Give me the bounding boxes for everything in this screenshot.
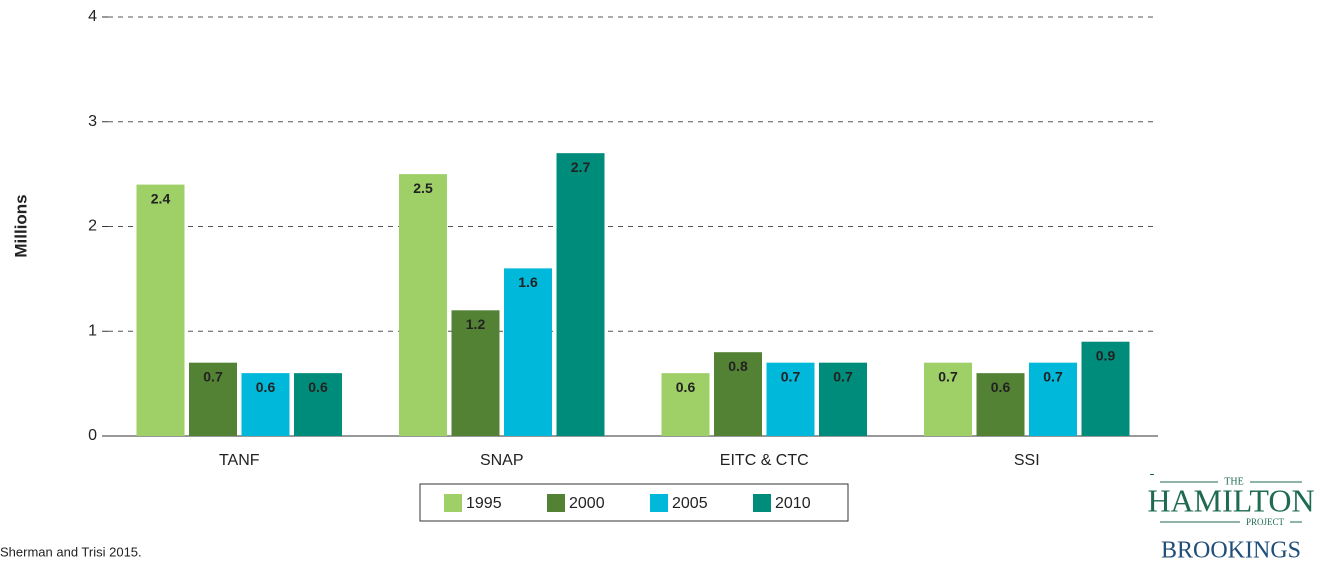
bar <box>294 373 342 436</box>
value-label: 0.7 <box>833 368 853 384</box>
y-axis-label: Millions <box>11 194 30 257</box>
value-label: 0.6 <box>676 379 696 395</box>
value-label: 2.5 <box>413 180 433 196</box>
bar <box>136 184 185 436</box>
value-label: 1.2 <box>466 316 486 332</box>
bar <box>714 352 762 436</box>
x-tick-label: EITC & CTC <box>720 452 809 469</box>
value-label: 0.7 <box>938 368 958 384</box>
legend-swatch <box>444 494 462 512</box>
legend-swatch <box>753 494 771 512</box>
logo-name: HAMILTON <box>1147 482 1314 518</box>
bar <box>976 373 1025 436</box>
bar <box>241 373 290 436</box>
bar <box>924 362 972 436</box>
legend-box <box>419 483 849 522</box>
logo-the: THE <box>1224 476 1243 487</box>
bar <box>451 310 500 436</box>
bar <box>1029 362 1077 436</box>
legend-label: 2005 <box>672 495 708 512</box>
value-label: 0.6 <box>308 379 328 395</box>
y-tick-label: 2 <box>88 218 97 235</box>
bar <box>819 362 867 436</box>
y-tick-label: 4 <box>88 8 97 25</box>
y-tick-label: 1 <box>88 322 97 339</box>
bar <box>1081 341 1130 436</box>
value-label: 0.9 <box>1096 347 1116 363</box>
value-label: 2.4 <box>151 190 171 206</box>
y-tick-label: 0 <box>88 427 97 444</box>
legend-label: 2010 <box>775 495 811 512</box>
legend-label: 2000 <box>569 495 605 512</box>
value-label: 0.7 <box>781 368 801 384</box>
legend-swatch <box>547 494 565 512</box>
logo-org: BROOKINGS <box>1161 538 1301 564</box>
bar <box>399 174 447 436</box>
x-tick-label: TANF <box>219 452 260 469</box>
bar <box>661 373 710 436</box>
value-label: 0.8 <box>728 358 748 374</box>
bar <box>556 153 605 437</box>
bar <box>504 268 552 436</box>
value-label: 0.7 <box>1043 368 1063 384</box>
value-label: 1.6 <box>518 274 538 290</box>
source: Sherman and Trisi 2015. <box>0 544 142 559</box>
value-label: 0.6 <box>256 379 276 395</box>
logo-project: PROJECT <box>1246 517 1285 527</box>
value-label: 0.7 <box>203 368 223 384</box>
bar <box>189 362 237 436</box>
x-tick-label: SNAP <box>480 452 524 469</box>
value-label: 0.6 <box>991 379 1011 395</box>
logo-rule <box>1150 474 1154 475</box>
x-tick-label: SSI <box>1014 452 1040 469</box>
legend-label: 1995 <box>466 495 502 512</box>
value-label: 2.7 <box>571 159 591 175</box>
bar <box>766 362 815 436</box>
legend-swatch <box>650 494 668 512</box>
y-tick-label: 3 <box>88 113 97 130</box>
